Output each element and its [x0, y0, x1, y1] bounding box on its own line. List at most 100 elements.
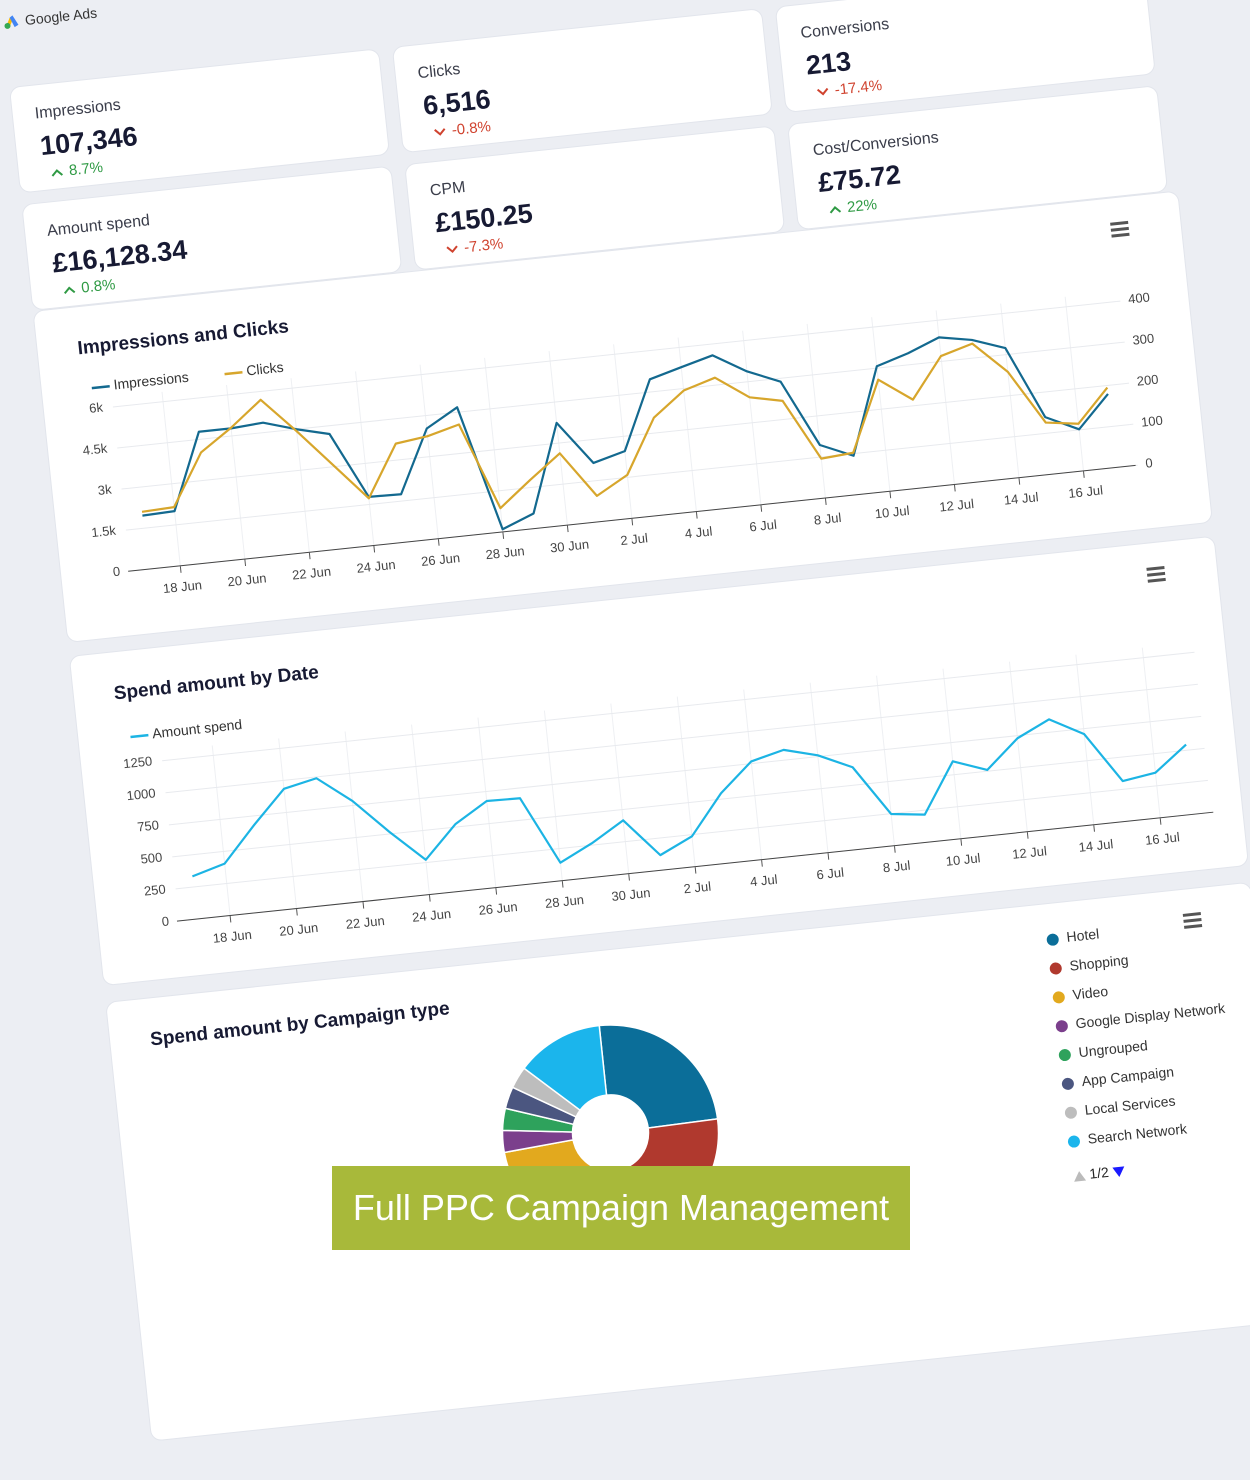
legend-dot — [1067, 1135, 1080, 1148]
x-tick — [363, 902, 364, 909]
x-tick-label: 28 Jun — [544, 892, 584, 911]
legend-dot — [1046, 933, 1059, 946]
chart-title: Impressions and Clicks — [77, 316, 290, 359]
legend-label: Amount spend — [151, 716, 242, 741]
x-tick-label: 24 Jun — [356, 557, 396, 576]
x-tick — [761, 505, 762, 512]
x-tick-label: 8 Jul — [882, 858, 911, 876]
x-tick — [1160, 818, 1161, 825]
legend-label: Google Display Network — [1075, 1000, 1227, 1032]
x-tick — [890, 491, 891, 498]
y2-tick-label: 100 — [1140, 413, 1163, 430]
x-tick-label: 28 Jun — [485, 543, 525, 562]
x-grid-line — [279, 738, 297, 908]
menu-icon-bar — [1147, 572, 1165, 577]
kpi-label: Cost/Conversions — [812, 129, 939, 160]
legend-next[interactable] — [1112, 1166, 1125, 1177]
x-grid-line — [877, 676, 895, 846]
legend-swatch — [225, 372, 243, 374]
x-tick — [828, 853, 829, 860]
y-tick-label: 1000 — [126, 785, 156, 803]
y-tick-label: 3k — [97, 482, 113, 498]
x-tick-label: 26 Jun — [420, 550, 460, 569]
menu-icon-bar — [1146, 566, 1164, 571]
y-tick-label: 6k — [88, 399, 104, 415]
x-tick — [695, 867, 696, 874]
x-grid-line — [810, 683, 828, 853]
x-grid-line — [478, 718, 496, 888]
grid-line — [113, 302, 1116, 407]
x-tick — [562, 881, 563, 888]
y-tick-label: 1250 — [123, 753, 153, 771]
x-tick-label: 4 Jul — [749, 872, 778, 890]
y2-tick-label: 300 — [1132, 331, 1155, 348]
menu-icon-bar — [1110, 221, 1128, 226]
x-tick-label: 10 Jul — [945, 850, 981, 869]
trend-chevron — [818, 88, 828, 94]
grid-line — [166, 684, 1198, 793]
kpi-label: Clicks — [417, 61, 461, 83]
x-grid-line — [614, 344, 632, 518]
x-grid-line — [943, 669, 961, 839]
legend-prev[interactable] — [1073, 1171, 1086, 1182]
x-tick-label: 14 Jul — [1078, 836, 1114, 855]
x-grid-line — [162, 392, 180, 566]
y-tick-label: 4.5k — [82, 440, 109, 458]
trend-arrow — [816, 87, 829, 96]
kpi-value: £75.72 — [817, 159, 902, 198]
legend-dot — [1055, 1020, 1068, 1033]
x-tick-label: 12 Jul — [1011, 843, 1047, 862]
kpi-value: £150.25 — [434, 198, 534, 239]
kpi-change: -7.3% — [445, 235, 504, 258]
x-grid-line — [345, 731, 363, 901]
legend-label: Video — [1072, 983, 1109, 1003]
y-tick-label: 250 — [143, 881, 166, 898]
x-tick-label: 20 Jun — [227, 570, 267, 589]
grid-line — [169, 716, 1201, 825]
x-grid-line — [1065, 297, 1083, 471]
brand-logo — [2, 14, 19, 30]
x-tick-label: 12 Jul — [939, 496, 975, 515]
x-tick-label: 30 Jun — [611, 885, 651, 904]
x-tick — [954, 484, 955, 491]
y-tick-label: 1.5k — [91, 523, 118, 541]
grid-line — [122, 384, 1125, 489]
brand: Google Ads — [2, 5, 98, 31]
x-tick-label: 16 Jul — [1068, 482, 1104, 501]
kpi-change-value: 22% — [846, 196, 878, 216]
kpi-value: 6,516 — [422, 84, 492, 122]
y2-tick-label: 0 — [1145, 455, 1154, 471]
trend-chevron — [52, 170, 62, 176]
x-grid-line — [227, 385, 245, 559]
menu-icon-bar — [1111, 233, 1129, 238]
legend-label: Search Network — [1087, 1120, 1189, 1146]
menu-icon-bar — [1184, 924, 1202, 929]
kpi-label: CPM — [429, 179, 466, 201]
y-tick-label: 0 — [161, 913, 170, 929]
x-grid-line — [1076, 655, 1094, 825]
x-tick-label: 18 Jun — [162, 577, 202, 596]
x-grid-line — [611, 704, 629, 874]
x-grid-line — [420, 365, 438, 539]
x-grid-line — [544, 711, 562, 881]
y2-tick-label: 200 — [1136, 372, 1159, 389]
kpi-value: 213 — [804, 46, 852, 82]
legend-label: Clicks — [245, 359, 284, 379]
x-tick-label: 22 Jun — [291, 564, 331, 583]
legend-dot — [1064, 1106, 1077, 1119]
kpi-label: Conversions — [800, 16, 890, 43]
legend-label: Local Services — [1084, 1092, 1176, 1117]
trend-chevron — [64, 287, 74, 293]
legend-dot — [1052, 991, 1065, 1004]
x-tick — [632, 518, 633, 525]
trend-arrow — [446, 245, 459, 254]
x-tick — [696, 512, 697, 519]
x-grid-line — [743, 331, 761, 505]
y2-tick-label: 400 — [1127, 289, 1150, 306]
x-tick — [1094, 825, 1095, 832]
x-tick — [180, 566, 181, 573]
kpi-change: -17.4% — [816, 77, 883, 101]
